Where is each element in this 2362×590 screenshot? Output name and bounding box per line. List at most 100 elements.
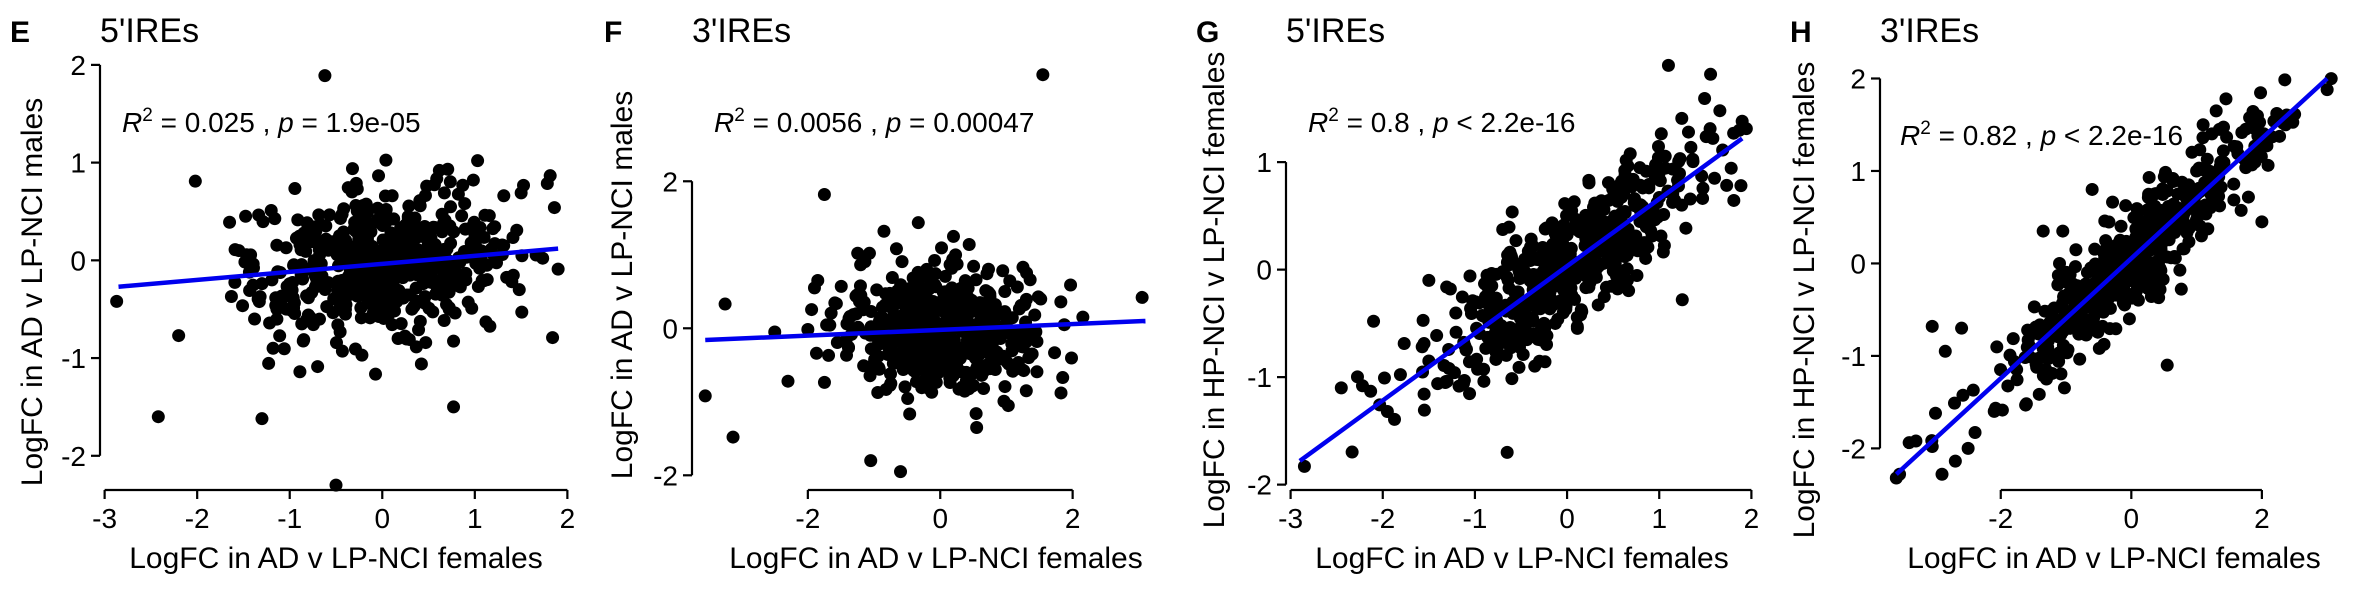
data-point	[1443, 282, 1457, 296]
data-point	[252, 295, 266, 309]
data-point	[2063, 268, 2077, 282]
data-point	[996, 349, 1010, 363]
x-tick-label: 0	[932, 503, 948, 534]
data-point	[451, 187, 465, 201]
data-point	[2141, 203, 2155, 217]
data-point	[432, 283, 446, 297]
data-point	[2278, 73, 2292, 87]
data-point	[402, 199, 416, 213]
data-point	[1618, 249, 1632, 263]
data-point	[444, 200, 458, 214]
data-point	[458, 222, 472, 236]
data-point	[2166, 197, 2180, 211]
data-point	[2097, 337, 2111, 351]
data-point	[442, 301, 456, 315]
data-point	[377, 311, 391, 325]
data-point	[447, 334, 461, 348]
data-point	[2006, 332, 2020, 346]
data-point	[236, 299, 250, 313]
data-point	[540, 176, 554, 190]
data-point	[2001, 379, 2015, 393]
data-point	[273, 329, 287, 343]
data-point	[1938, 344, 1952, 358]
panel-f-plot: -2 0 2 -2 0 2 R2 = 0.0056 , p = 0.00047	[653, 68, 1149, 534]
panel-e-x-axis-label: LogFC in AD v LP-NCI females	[129, 542, 542, 575]
data-point	[935, 241, 949, 255]
panel-g-title: 5'IREs	[1286, 12, 1385, 50]
data-point	[432, 163, 446, 177]
data-point	[1720, 178, 1734, 192]
data-point	[475, 273, 489, 287]
data-point	[854, 288, 868, 302]
data-point	[277, 342, 291, 356]
data-point	[1601, 176, 1615, 190]
data-point	[952, 382, 966, 396]
y-tick-label: 1	[70, 148, 86, 179]
data-point	[1508, 285, 1522, 299]
data-point	[2043, 304, 2057, 318]
data-point	[318, 233, 332, 247]
data-point	[1987, 404, 2001, 418]
data-point	[2031, 322, 2045, 336]
data-point	[996, 264, 1010, 278]
data-point	[1570, 321, 1584, 335]
data-point	[1618, 263, 1632, 277]
data-point	[1496, 223, 1510, 237]
data-point	[2234, 203, 2248, 217]
x-tick-label: 2	[1065, 503, 1081, 534]
data-point	[998, 285, 1012, 299]
data-point	[437, 313, 451, 327]
data-point	[478, 208, 492, 222]
x-tick-label: 1	[1651, 503, 1667, 534]
panel-h-title: 3'IREs	[1880, 12, 1979, 50]
stats-annotation: R2 = 0.0056 , p = 0.00047	[714, 105, 1034, 138]
data-point	[329, 336, 343, 350]
data-point	[264, 204, 278, 217]
data-point	[319, 219, 333, 233]
data-point	[2324, 72, 2338, 86]
data-point	[2119, 199, 2133, 213]
data-point	[309, 224, 323, 238]
data-point	[1679, 221, 1693, 235]
data-point	[809, 346, 823, 360]
data-point	[1523, 240, 1537, 254]
data-point	[823, 318, 837, 332]
data-point	[1477, 374, 1491, 388]
data-point	[2106, 195, 2120, 209]
y-tick-label: 0	[1256, 255, 1272, 286]
data-point	[1526, 314, 1540, 328]
y-tick-label: -2	[1247, 470, 1272, 501]
data-point	[1683, 192, 1697, 206]
data-point	[2109, 322, 2123, 336]
data-point	[1637, 236, 1651, 250]
data-point	[2194, 229, 2208, 243]
data-point	[864, 320, 878, 334]
x-tick-label: 2	[2254, 503, 2270, 534]
data-point	[1417, 387, 1431, 401]
data-point	[1056, 371, 1070, 385]
data-point	[2260, 139, 2274, 153]
data-point	[372, 169, 386, 183]
data-point	[1727, 193, 1741, 207]
data-point	[1575, 304, 1589, 318]
data-point	[1397, 337, 1411, 351]
stats-annotation: R2 = 0.82 , p < 2.2e-16	[1900, 118, 2183, 151]
data-point	[1505, 372, 1519, 386]
data-point	[262, 356, 276, 370]
x-tick-label: -2	[795, 503, 820, 534]
data-point	[2185, 145, 2199, 159]
data-point	[1505, 205, 1519, 219]
data-point	[1955, 321, 1969, 335]
data-point	[2190, 164, 2204, 178]
data-point	[2177, 215, 2191, 229]
y-tick-label: -2	[61, 441, 86, 472]
y-tick-label: -1	[1841, 341, 1866, 372]
data-point	[2113, 233, 2127, 247]
data-point	[969, 407, 983, 421]
data-point	[1014, 298, 1028, 312]
data-point	[1588, 260, 1602, 274]
y-tick-label: 0	[662, 313, 678, 344]
data-point	[1019, 335, 1033, 349]
data-point	[1065, 351, 1079, 365]
